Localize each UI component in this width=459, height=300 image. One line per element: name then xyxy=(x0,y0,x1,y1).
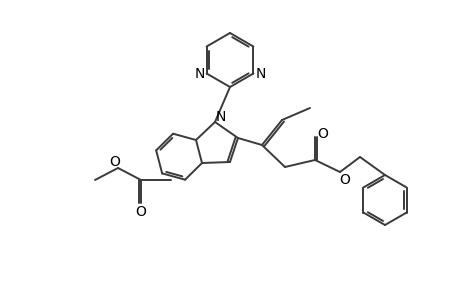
Text: N: N xyxy=(194,67,204,80)
Text: O: O xyxy=(339,173,350,187)
Text: N: N xyxy=(255,67,265,80)
Text: O: O xyxy=(317,127,328,141)
Text: N: N xyxy=(215,110,226,124)
Text: O: O xyxy=(135,205,146,219)
Text: O: O xyxy=(109,155,120,169)
